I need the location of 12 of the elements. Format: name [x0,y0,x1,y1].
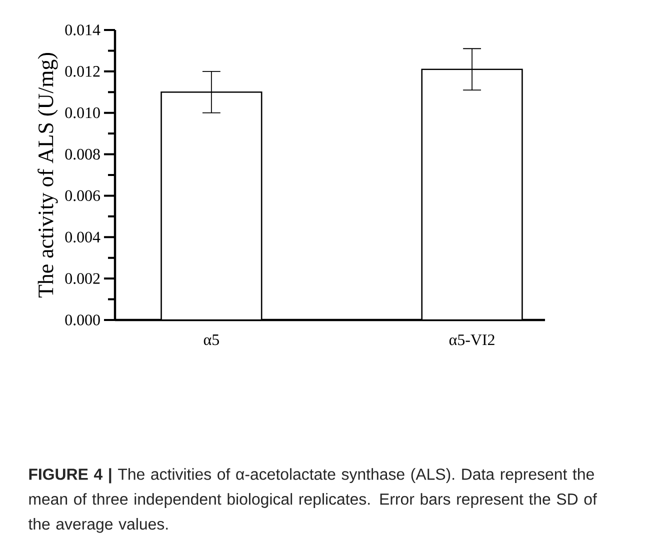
y-tick-label: 0.006 [65,190,100,202]
y-tick-label: 0.008 [65,148,100,160]
x-tick-label: α5 [204,334,219,346]
y-tick-label: 0.010 [65,107,100,118]
y-tick-label: 0.002 [65,273,100,284]
x-tick-label: α5-VI2 [449,334,494,346]
y-tick-label: 0.000 [65,314,100,326]
y-axis-title: The activity of ALS (U/mg) [38,52,58,298]
y-tick-label: 0.004 [65,232,100,243]
y-tick-label: 0.012 [65,66,100,77]
text: FIGURE 4 | The activities of α-acetolactate synthase (ALS). Data represent the mean of three independent biological replicates. Error bars represent the SD of the average values. [28,468,597,533]
y-tick-label: 0.014 [65,24,100,36]
